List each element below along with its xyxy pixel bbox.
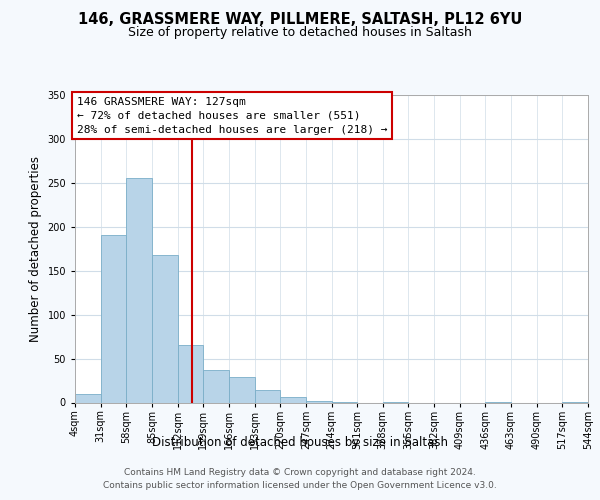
Text: 146, GRASSMERE WAY, PILLMERE, SALTASH, PL12 6YU: 146, GRASSMERE WAY, PILLMERE, SALTASH, P… [78, 12, 522, 28]
Bar [254, 390, 280, 402]
Bar [178, 344, 203, 403]
Text: Size of property relative to detached houses in Saltash: Size of property relative to detached ho… [128, 26, 472, 39]
Bar [101, 234, 127, 402]
Bar [203, 370, 229, 402]
Bar [75, 394, 101, 402]
Bar [280, 397, 306, 402]
Y-axis label: Number of detached properties: Number of detached properties [29, 156, 42, 342]
Bar [152, 255, 178, 402]
Bar [229, 377, 254, 402]
Text: 146 GRASSMERE WAY: 127sqm
← 72% of detached houses are smaller (551)
28% of semi: 146 GRASSMERE WAY: 127sqm ← 72% of detac… [77, 97, 388, 135]
Text: Distribution of detached houses by size in Saltash: Distribution of detached houses by size … [152, 436, 448, 449]
Bar [127, 178, 152, 402]
Bar [306, 400, 331, 402]
Text: Contains HM Land Registry data © Crown copyright and database right 2024.: Contains HM Land Registry data © Crown c… [124, 468, 476, 477]
Text: Contains public sector information licensed under the Open Government Licence v3: Contains public sector information licen… [103, 480, 497, 490]
